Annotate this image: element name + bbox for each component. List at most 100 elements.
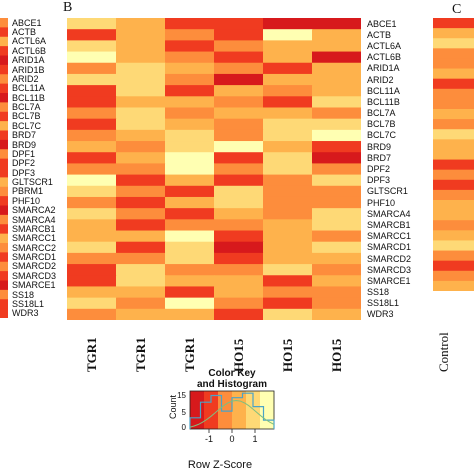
left-strip-cell	[0, 36, 8, 47]
key-gradient-segment	[190, 391, 205, 429]
left-strip-cell	[0, 214, 8, 225]
left-gene-label: ACTB	[12, 27, 37, 38]
heatmap-cell	[165, 208, 215, 220]
heatmap-cell	[116, 96, 166, 109]
heatmap-cell	[67, 152, 117, 165]
heatmap-cell	[312, 185, 361, 198]
right-gene-label: ACTL6B	[367, 52, 402, 63]
heatmap-cell	[214, 18, 264, 30]
heatmap-cell	[67, 129, 117, 142]
left-gene-label: ACTL6A	[12, 36, 47, 47]
heatmap-cell	[165, 141, 215, 153]
column-label: TGR1	[83, 337, 99, 372]
control-strip-cell	[433, 119, 474, 130]
heatmap-cell	[116, 118, 166, 131]
heatmap-cell	[165, 118, 215, 131]
right-gene-label: ARID2	[367, 74, 394, 85]
heatmap-cell	[67, 107, 117, 120]
heatmap-cell	[67, 297, 117, 310]
heatmap-cell	[263, 107, 313, 120]
heatmap-cell	[67, 141, 117, 153]
heatmap-cell	[312, 208, 361, 220]
left-strip-cell	[0, 121, 8, 132]
heatmap-cell	[312, 18, 361, 30]
heatmap-cell	[165, 152, 215, 165]
right-gene-label: GLTSCR1	[367, 186, 408, 197]
left-gene-label: SMARCE1	[12, 280, 56, 291]
heatmap-cell	[312, 241, 361, 254]
control-strip-cell	[433, 210, 474, 221]
key-ytick-15: 15	[177, 391, 186, 400]
left-strip-cell	[0, 130, 8, 141]
control-strip-cell	[433, 78, 474, 90]
left-strip-cell	[0, 308, 8, 318]
heatmap-cell	[165, 163, 215, 176]
heatmap-cell	[67, 241, 117, 254]
control-strip-cell	[433, 68, 474, 80]
heatmap-cell	[214, 219, 264, 232]
heatmap-cell	[67, 208, 117, 220]
right-gene-label: BCL11A	[367, 85, 400, 96]
right-gene-label: BCL7B	[367, 119, 396, 130]
heatmap-cell	[67, 51, 117, 64]
left-gene-label: BCL11B	[12, 92, 45, 103]
left-strip-cell	[0, 299, 8, 310]
heatmap-cell	[312, 40, 361, 53]
left-gene-label: PHF10	[12, 195, 41, 206]
heatmap-cell	[116, 129, 166, 142]
control-strip-cell	[433, 139, 474, 150]
heatmap-cell	[214, 96, 264, 109]
heatmap-cell	[214, 107, 264, 120]
heatmap-cell	[165, 196, 215, 209]
heatmap-cell	[165, 29, 215, 41]
right-gene-label: ARID1A	[367, 63, 400, 74]
right-gene-label: BCL7A	[367, 108, 396, 119]
heatmap-cell	[263, 219, 313, 232]
heatmap-cell	[214, 308, 264, 320]
heatmap-cell	[312, 308, 361, 320]
heatmap-cell	[312, 152, 361, 165]
control-strip-cell	[433, 179, 474, 191]
control-strip-cell	[433, 200, 474, 211]
heatmap-cell	[67, 85, 117, 97]
left-gene-label: SS18L1	[12, 298, 45, 309]
heatmap-cell	[116, 62, 166, 75]
heatmap-cell	[116, 18, 166, 30]
heatmap-cell	[116, 208, 166, 220]
key-ytick-0: 0	[182, 423, 187, 432]
panel-label-c: C	[452, 2, 462, 17]
control-strip-cell	[433, 189, 474, 201]
heatmap-cell	[214, 252, 264, 265]
heatmap-cell	[312, 51, 361, 64]
heatmap-cell	[214, 29, 264, 41]
heatmap-cell	[214, 241, 264, 254]
heatmap-cell	[116, 252, 166, 265]
heatmap-cell	[165, 85, 215, 97]
heatmap-cell	[165, 264, 215, 276]
heatmap-cell	[214, 185, 264, 198]
heatmap-cell	[263, 73, 313, 86]
heatmap-cell	[263, 96, 313, 109]
heatmap-cell	[116, 163, 166, 176]
right-gene-label: SMARCD2	[367, 253, 412, 264]
heatmap-b	[67, 18, 361, 320]
control-strip-cell	[433, 250, 474, 262]
heatmap-cell	[263, 185, 313, 198]
left-gene-label: DPF2	[12, 158, 36, 169]
key-gradient-segment	[232, 391, 247, 429]
heatmap-cell	[116, 230, 166, 243]
left-strip-cell	[0, 93, 8, 103]
heatmap-cell	[214, 62, 264, 75]
left-strip-cell	[0, 149, 8, 160]
heatmap-cell	[67, 275, 117, 288]
left-strip-cell	[0, 252, 8, 263]
control-column-label: Control	[436, 332, 451, 372]
left-gene-label: SMARCB1	[12, 223, 56, 234]
key-ytick-5: 5	[182, 408, 187, 417]
heatmap-cell	[263, 286, 313, 299]
heatmap-cell	[312, 29, 361, 41]
left-strip-cell	[0, 102, 8, 113]
right-gene-label: SMARCB1	[367, 219, 411, 230]
heatmap-cell	[116, 152, 166, 165]
heatmap-cell	[263, 230, 313, 243]
